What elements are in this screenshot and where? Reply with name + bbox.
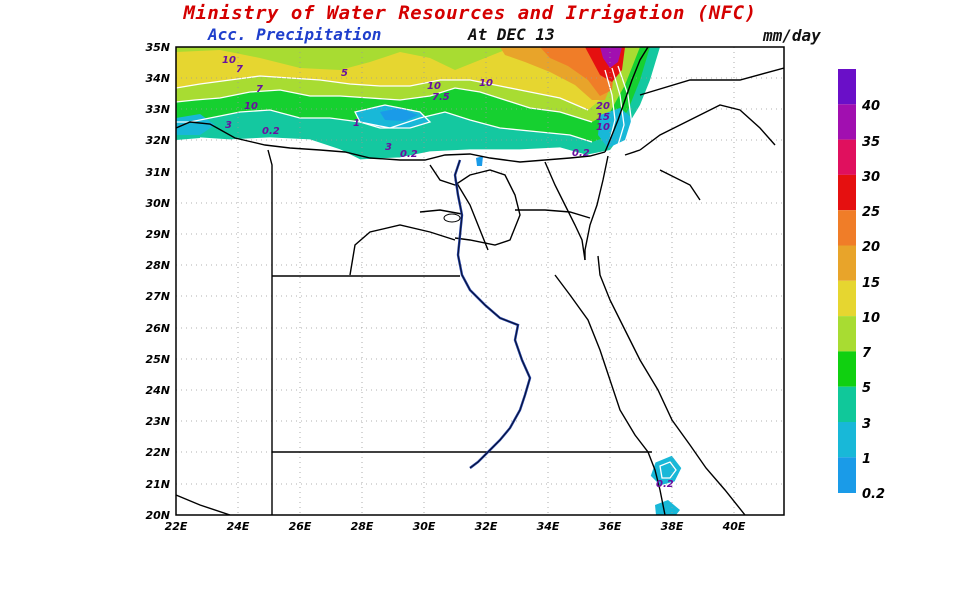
contour-label: 10	[427, 81, 441, 92]
contour-label: 0.2	[262, 126, 280, 137]
lon-label: 32E	[475, 520, 498, 533]
precipitation-field	[176, 47, 683, 515]
contour-labels: 10 7 7 5 10 3 0.2 1 3 0.2 10 7.5 10 20 1…	[222, 55, 674, 490]
latitude-axis: 35N 34N 33N 32N 31N 30N 29N 28N 27N 26N …	[145, 41, 170, 522]
lon-label: 36E	[599, 520, 622, 533]
map-date: At DEC 13	[468, 25, 555, 44]
contour-label: 20	[596, 101, 610, 112]
lon-label: 40E	[722, 520, 746, 533]
legend-swatch	[838, 104, 856, 140]
lat-label: 26N	[145, 322, 170, 335]
contour-label: 0.2	[572, 148, 590, 159]
legend-swatch	[838, 210, 856, 246]
contour-label: 10	[222, 55, 236, 66]
legend-label: 5	[862, 381, 871, 396]
legend-swatch	[838, 69, 856, 105]
contour-label: 7	[256, 84, 263, 95]
lat-label: 23N	[145, 415, 170, 428]
legend-swatch	[838, 245, 856, 281]
legend-swatch	[838, 457, 856, 493]
legend-swatch	[838, 280, 856, 317]
legend-label: 25	[862, 205, 880, 220]
lon-label: 26E	[289, 520, 312, 533]
lon-label: 28E	[351, 520, 374, 533]
legend-label: 3	[862, 417, 871, 432]
lat-label: 35N	[145, 41, 170, 54]
lon-label: 38E	[661, 520, 684, 533]
units-label: mm/day	[763, 26, 821, 45]
lat-label: 21N	[145, 478, 170, 491]
legend-label: 40	[861, 99, 880, 114]
lon-label: 30E	[413, 520, 436, 533]
fayoum-lake	[443, 213, 461, 223]
legend-label: 30	[862, 170, 880, 185]
legend-swatch	[838, 316, 856, 352]
legend-label: 0.2	[862, 487, 885, 502]
map-border	[175, 46, 785, 516]
lat-label: 24N	[145, 384, 170, 397]
legend-swatch	[838, 139, 856, 175]
lat-label: 20N	[145, 509, 170, 522]
legend-label: 10	[862, 311, 880, 326]
lon-label: 24E	[227, 520, 250, 533]
legend-label: 20	[862, 240, 880, 255]
map-subtitle: Acc. Precipitation	[208, 25, 382, 44]
map-grid	[176, 47, 784, 515]
nile-river-outline	[454, 159, 531, 469]
legend: 40 35 30 25 20 15 10 7 5 3 1 0.2	[838, 69, 885, 502]
lat-label: 27N	[145, 290, 170, 303]
legend-label: 7	[862, 346, 872, 361]
lat-label: 32N	[145, 134, 170, 147]
map-title: Ministry of Water Resources and Irrigati…	[183, 2, 757, 24]
contour-label: 10	[479, 78, 493, 89]
contour-label: 3	[225, 120, 232, 131]
contour-label: 15	[596, 112, 610, 123]
lat-label: 22N	[145, 446, 170, 459]
contour-label: 0.2	[400, 149, 418, 160]
lat-label: 30N	[145, 197, 170, 210]
legend-swatch	[838, 174, 856, 211]
contour-label: 10	[244, 101, 258, 112]
lat-label: 28N	[145, 259, 170, 272]
longitude-axis: 22E 24E 26E 28E 30E 32E 34E 36E 38E 40E	[165, 520, 746, 533]
lat-label: 29N	[145, 228, 170, 241]
lon-label: 34E	[537, 520, 560, 533]
contour-label: 1	[353, 118, 360, 129]
lat-label: 31N	[145, 166, 170, 179]
lon-label: 22E	[165, 520, 188, 533]
lat-label: 25N	[145, 353, 170, 366]
contour-label: 7.5	[432, 92, 450, 103]
contour-label: 10	[596, 122, 610, 133]
legend-swatch	[838, 351, 856, 387]
legend-swatch	[838, 386, 856, 422]
contour-label: 7	[236, 64, 243, 75]
legend-label: 35	[862, 135, 880, 150]
contour-label: 5	[341, 68, 348, 79]
lat-label: 33N	[145, 103, 170, 116]
contour-label: 0.2	[656, 479, 674, 490]
legend-label: 1	[862, 452, 871, 467]
lat-label: 34N	[145, 72, 170, 85]
legend-label: 15	[862, 276, 880, 291]
legend-swatch	[838, 422, 856, 458]
borders	[176, 47, 784, 515]
contour-label: 3	[385, 142, 392, 153]
